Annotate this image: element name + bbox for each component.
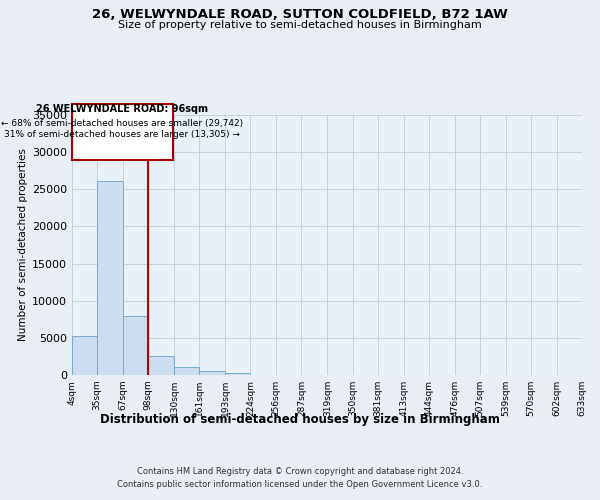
- Text: ← 68% of semi-detached houses are smaller (29,742): ← 68% of semi-detached houses are smalle…: [1, 120, 244, 128]
- Text: Size of property relative to semi-detached houses in Birmingham: Size of property relative to semi-detach…: [118, 20, 482, 30]
- Text: Distribution of semi-detached houses by size in Birmingham: Distribution of semi-detached houses by …: [100, 412, 500, 426]
- Text: 31% of semi-detached houses are larger (13,305) →: 31% of semi-detached houses are larger (…: [4, 130, 240, 139]
- Y-axis label: Number of semi-detached properties: Number of semi-detached properties: [18, 148, 28, 342]
- Text: 26, WELWYNDALE ROAD, SUTTON COLDFIELD, B72 1AW: 26, WELWYNDALE ROAD, SUTTON COLDFIELD, B…: [92, 8, 508, 20]
- Bar: [123, 316, 148, 375]
- Text: Contains HM Land Registry data © Crown copyright and database right 2024.: Contains HM Land Registry data © Crown c…: [137, 468, 463, 476]
- Bar: [72, 336, 97, 375]
- Text: 26 WELWYNDALE ROAD: 96sqm: 26 WELWYNDALE ROAD: 96sqm: [36, 104, 208, 114]
- Bar: [225, 373, 250, 375]
- Bar: [199, 372, 225, 375]
- Bar: [174, 367, 199, 375]
- Bar: [148, 356, 174, 375]
- Text: Contains public sector information licensed under the Open Government Licence v3: Contains public sector information licen…: [118, 480, 482, 489]
- Bar: [97, 181, 123, 375]
- FancyBboxPatch shape: [72, 104, 173, 160]
